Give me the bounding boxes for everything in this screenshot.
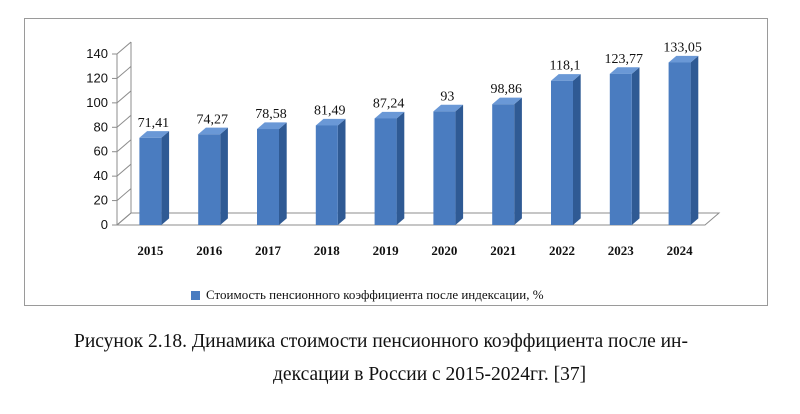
y-tick-diagonal: [116, 41, 132, 55]
y-tick-diagonal: [116, 114, 132, 128]
y-tick-diagonal: [116, 188, 132, 201]
legend-label: Стоимость пенсионного коэффициента после…: [206, 287, 544, 302]
data-label: 133,05: [663, 40, 702, 55]
y-tick-label: 80: [94, 119, 108, 134]
y-tick-diagonal: [116, 212, 132, 226]
x-tick-label: 2021: [490, 243, 516, 258]
legend-swatch: [191, 290, 200, 300]
bar: [139, 137, 162, 225]
y-tick-label: 120: [86, 70, 108, 85]
bar: [668, 62, 691, 226]
bar: [374, 118, 397, 225]
data-label: 123,77: [605, 52, 644, 67]
bar-top: [198, 127, 228, 135]
bar-top: [257, 122, 287, 130]
data-label: 118,1: [550, 59, 581, 74]
bar-side: [690, 55, 699, 225]
bar: [609, 73, 632, 225]
x-tick-label: 2015: [137, 243, 164, 258]
bar: [492, 104, 515, 225]
figure-caption: Рисунок 2.18. Динамика стоимости пенсион…: [40, 325, 800, 391]
data-label: 87,24: [373, 96, 405, 111]
x-tick-label: 2024: [667, 243, 694, 258]
bar-side: [514, 97, 522, 225]
y-tick-diagonal: [116, 90, 132, 104]
data-label: 78,58: [255, 107, 287, 122]
x-tick-label: 2019: [373, 243, 400, 258]
chart-frame: 0 20 40 60 80 100 120 140 71,41 2015 74,27 2016 78,5…: [24, 18, 768, 306]
bar-top: [492, 97, 522, 105]
bar-top: [551, 74, 581, 81]
y-tick-label: 0: [101, 217, 108, 232]
data-label: 81,49: [314, 103, 346, 118]
y-tick-label: 20: [94, 193, 108, 208]
bar-side: [279, 122, 287, 225]
bar: [551, 80, 573, 225]
x-tick-label: 2023: [608, 243, 635, 258]
data-label: 71,41: [138, 116, 170, 131]
bar-side: [220, 127, 228, 225]
bar-side: [573, 74, 581, 225]
y-tick-diagonal: [116, 163, 132, 177]
y-tick-diagonal: [116, 66, 132, 79]
data-label: 93: [440, 89, 454, 104]
bar-top: [374, 111, 405, 119]
y-tick-label: 60: [94, 144, 108, 159]
bar: [198, 134, 221, 225]
y-tick-label: 40: [94, 168, 108, 183]
bar-side: [396, 111, 405, 225]
bar-chart: 0 20 40 60 80 100 120 140 71,41 2015 74,27 2016 78,5…: [86, 40, 721, 258]
caption-line-2: дексации в России с 2015-2024гг. [37]: [273, 364, 587, 385]
x-tick-label: 2018: [314, 243, 341, 258]
bar-top: [433, 104, 464, 112]
bar-side: [631, 67, 640, 225]
bar: [257, 129, 279, 225]
bar-side: [161, 131, 170, 225]
bar-top: [668, 55, 699, 63]
y-tick-diagonal: [116, 139, 132, 153]
bar-side: [455, 104, 464, 225]
legend: Стоимость пенсионного коэффициента после…: [191, 287, 544, 303]
bar: [433, 111, 456, 225]
y-tick-label: 100: [86, 95, 108, 110]
x-tick-label: 2017: [255, 243, 282, 258]
bar-side: [337, 118, 346, 225]
data-label: 98,86: [490, 82, 522, 97]
x-tick-label: 2020: [431, 243, 457, 258]
bar-top: [609, 67, 640, 74]
x-tick-label: 2016: [196, 243, 223, 258]
data-label: 74,27: [196, 112, 228, 127]
caption-line-1: Рисунок 2.18. Динамика стоимости пенсион…: [74, 331, 688, 352]
bar-top: [315, 118, 346, 126]
x-tick-label: 2022: [549, 243, 575, 258]
bar: [315, 125, 338, 225]
y-tick-label: 140: [86, 46, 108, 61]
bar-top: [139, 131, 170, 138]
